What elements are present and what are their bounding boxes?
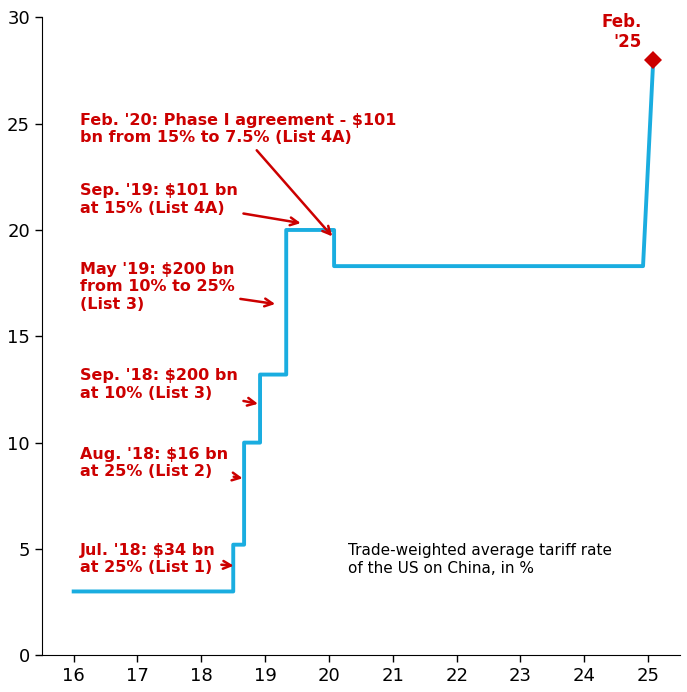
Text: Sep. '19: $101 bn
at 15% (List 4A): Sep. '19: $101 bn at 15% (List 4A) [80,183,298,225]
Text: Sep. '18: $200 bn
at 10% (List 3): Sep. '18: $200 bn at 10% (List 3) [80,368,255,406]
Text: Jul. '18: $34 bn
at 25% (List 1): Jul. '18: $34 bn at 25% (List 1) [80,543,231,575]
Text: Feb. '20: Phase I agreement - $101
bn from 15% to 7.5% (List 4A): Feb. '20: Phase I agreement - $101 bn fr… [80,113,396,235]
Text: Aug. '18: $16 bn
at 25% (List 2): Aug. '18: $16 bn at 25% (List 2) [80,447,240,480]
Text: Trade-weighted average tariff rate
of the US on China, in %: Trade-weighted average tariff rate of th… [348,543,612,576]
Text: May '19: $200 bn
from 10% to 25%
(List 3): May '19: $200 bn from 10% to 25% (List 3… [80,262,273,311]
Text: Feb.
'25: Feb. '25 [601,12,642,51]
